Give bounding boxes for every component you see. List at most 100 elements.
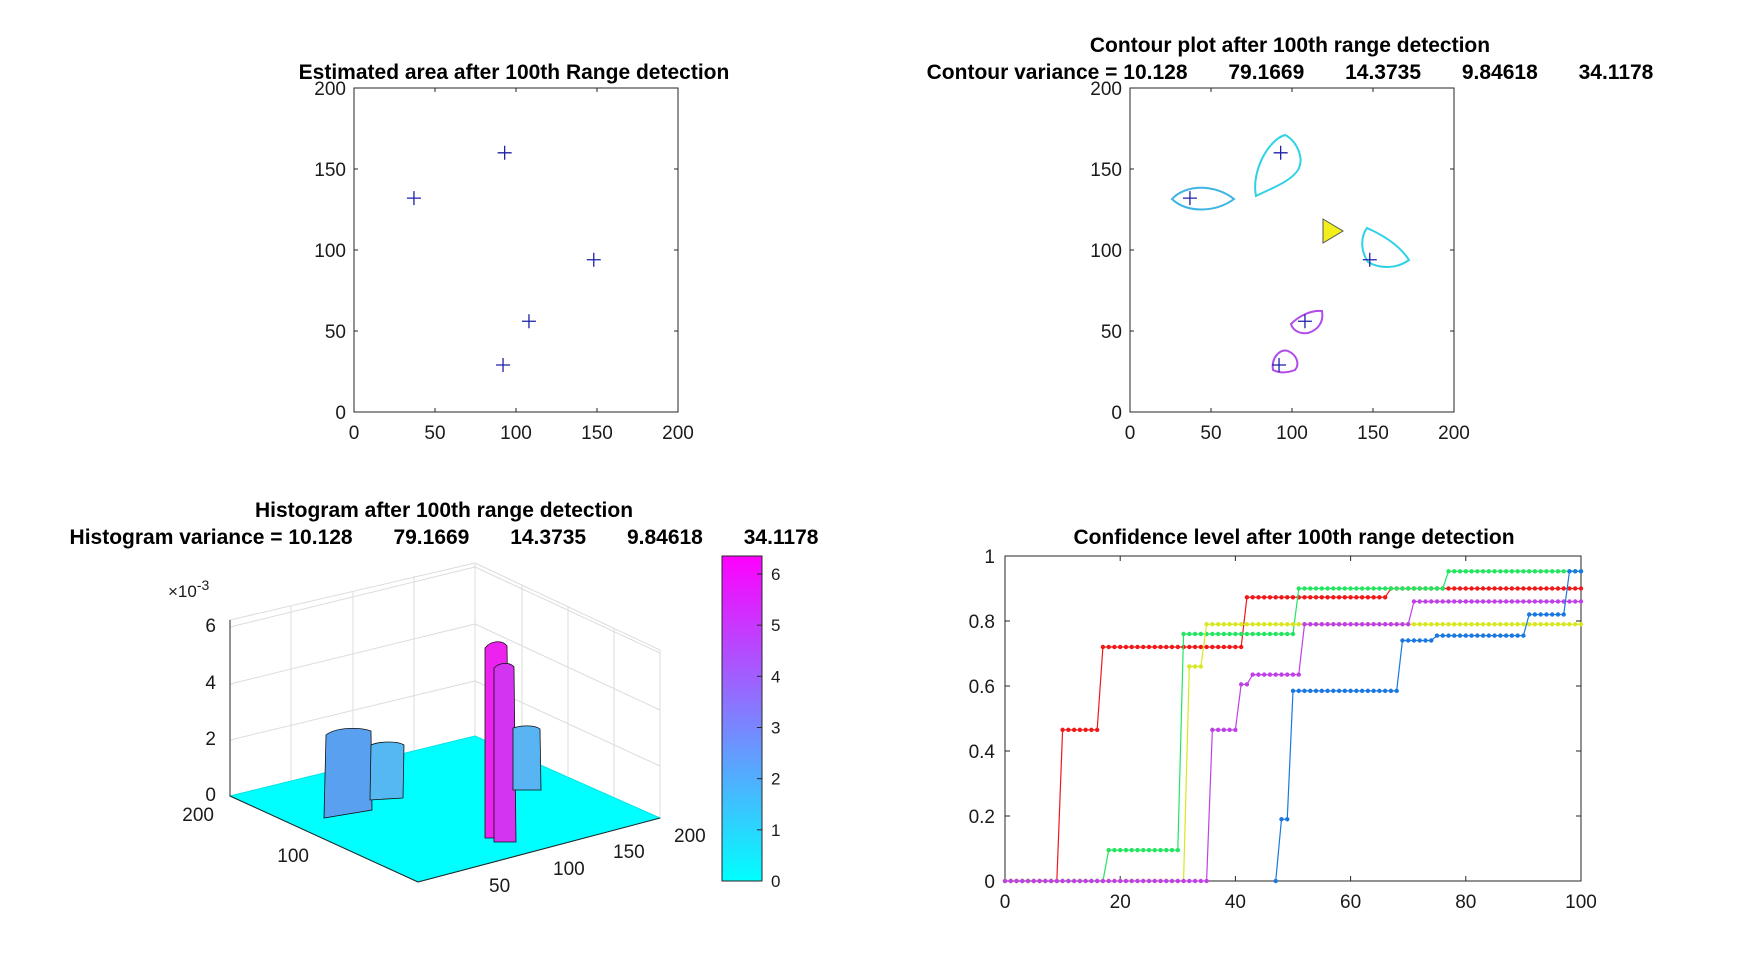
confidence-series-point (1555, 612, 1561, 617)
confidence-series-point (1031, 878, 1037, 884)
confidence-series-point (1417, 622, 1422, 627)
confidence-series-point (1089, 727, 1094, 733)
confidence-series-point (1262, 631, 1267, 637)
confidence-series-point (1187, 878, 1192, 884)
confidence-series-point (1423, 622, 1428, 627)
confidence-series-point (1526, 599, 1532, 604)
confidence-series-point (1411, 586, 1417, 591)
confidence-series-point (1573, 586, 1578, 591)
confidence-y-tick-label: 0.6 (969, 677, 995, 698)
histogram-x-tick-label: 50 (489, 876, 510, 897)
histogram-colorbar (721, 555, 763, 882)
confidence-series-point (1158, 878, 1163, 884)
confidence-series-point (1561, 622, 1566, 627)
confidence-series-point (1526, 586, 1532, 591)
confidence-series-point (1400, 586, 1405, 591)
estimated-area-plus-marker (586, 252, 601, 267)
confidence-series-point (1371, 595, 1376, 600)
confidence-series-point (1544, 612, 1549, 617)
confidence-series-point (1089, 878, 1094, 884)
confidence-series-point (1244, 595, 1250, 600)
confidence-series-point (1538, 586, 1543, 591)
confidence-series-point (1452, 569, 1457, 574)
confidence-series-point (1377, 688, 1382, 694)
confidence-series-point (1359, 688, 1365, 694)
confidence-series-point (1002, 878, 1008, 884)
confidence-series-point (1244, 682, 1250, 687)
estimated-area-y-tick-label: 0 (335, 403, 346, 424)
confidence-series-point (1279, 672, 1284, 677)
confidence-y-tick-label: 0.2 (969, 807, 995, 828)
confidence-series-point (1498, 586, 1503, 591)
confidence-series-point (1313, 622, 1319, 627)
confidence-series-point (1371, 688, 1376, 694)
confidence-series-point (1492, 633, 1497, 638)
confidence-series-point (1071, 878, 1077, 884)
confidence-series-point (1515, 622, 1520, 627)
confidence-series-point (1020, 878, 1025, 884)
confidence-x-tick-label: 40 (1225, 892, 1246, 913)
confidence-series-point (1342, 688, 1348, 694)
contour-ring-2 (1254, 133, 1302, 198)
histogram-y-tick-label: 100 (277, 846, 309, 867)
histogram-z-exponent: ×10-3 (168, 577, 210, 601)
confidence-series-point (1233, 727, 1238, 733)
histogram-z-tick-label: 0 (205, 785, 216, 806)
confidence-series-point (1164, 847, 1169, 853)
confidence-series-point (1515, 599, 1520, 604)
confidence-x-tick-label: 100 (1565, 892, 1597, 913)
confidence-series-point (1285, 622, 1290, 627)
confidence-series-point (1285, 817, 1290, 822)
confidence-series-point (1550, 612, 1555, 617)
confidence-series-point (1135, 878, 1140, 884)
confidence-series-point (1406, 586, 1411, 591)
confidence-series-point (1434, 622, 1440, 627)
confidence-series-point (1509, 599, 1515, 604)
confidence-series-point (1480, 569, 1486, 574)
confidence-series-point (1319, 595, 1325, 600)
confidence-series-point (1233, 622, 1238, 627)
confidence-series-point (1382, 595, 1388, 600)
confidence-series-point (1555, 586, 1561, 591)
histogram-peak-4 (493, 662, 517, 843)
confidence-x-tick-label: 80 (1455, 892, 1476, 913)
confidence-series-point (1175, 644, 1181, 650)
confidence-series-point (1256, 595, 1261, 600)
confidence-title: Confidence level after 100th range detec… (1073, 526, 1514, 549)
contour-y-tick-label: 200 (1090, 79, 1122, 100)
confidence-y-tick-label: 1 (984, 547, 995, 568)
contour-ring-5 (1271, 349, 1299, 374)
confidence-series-point (1008, 878, 1013, 884)
contour-ring-4 (1289, 309, 1324, 335)
confidence-series-point (1457, 622, 1463, 627)
confidence-series-point (1014, 878, 1019, 884)
confidence-series-point (1475, 633, 1480, 638)
confidence-x-tick-label: 60 (1340, 892, 1361, 913)
estimated-area-panel: Estimated area after 100th Range detecti… (299, 61, 730, 444)
contour-plus-marker (1362, 252, 1377, 267)
confidence-series-point (1083, 727, 1088, 733)
confidence-series-point (1238, 622, 1244, 627)
confidence-series-point (1250, 631, 1255, 637)
confidence-series-point (1319, 688, 1325, 694)
confidence-series-point (1267, 595, 1273, 600)
confidence-series-point (1452, 633, 1457, 638)
confidence-series-point (1486, 633, 1492, 638)
confidence-series-point (1221, 644, 1227, 650)
confidence-series-point (1308, 586, 1313, 591)
confidence-series-point (1394, 586, 1399, 591)
confidence-series-point (1267, 622, 1273, 627)
confidence-series-point (1238, 682, 1244, 687)
confidence-series-point (1475, 599, 1480, 604)
confidence-series-point (1285, 595, 1290, 600)
confidence-series-point (1250, 622, 1255, 627)
confidence-series-point (1354, 622, 1359, 627)
estimated-area-plus-marker (406, 191, 421, 206)
confidence-series-point (1066, 878, 1071, 884)
confidence-series-point (1365, 595, 1371, 600)
confidence-series-point (1446, 622, 1451, 627)
confidence-series-point (1452, 586, 1457, 591)
estimated-area-points (406, 145, 601, 373)
confidence-series-point (1256, 672, 1261, 677)
confidence-series-point (1146, 644, 1152, 650)
